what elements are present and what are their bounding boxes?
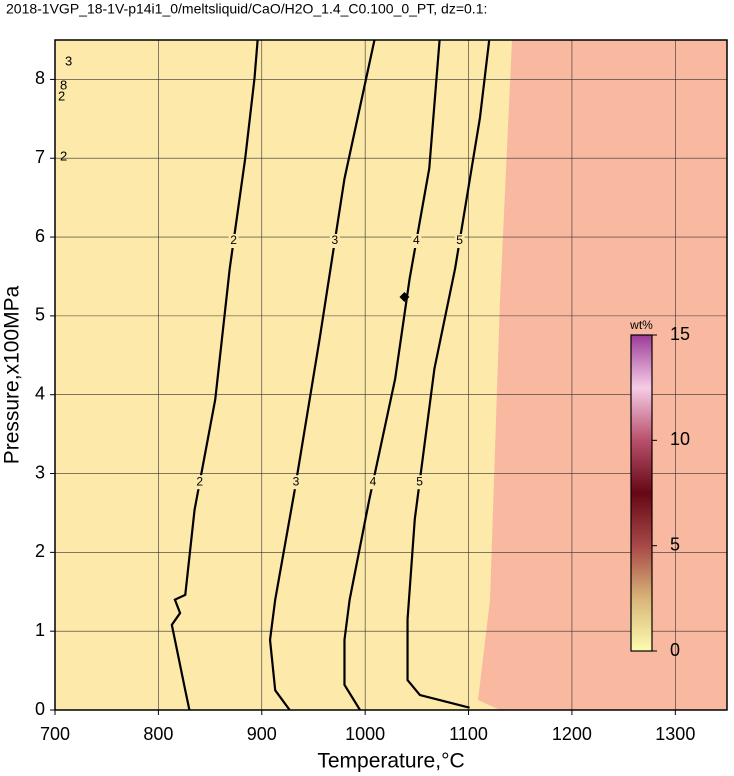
contour-line [343,40,441,710]
annotations: 3 8 2 2 [58,53,72,163]
x-tick-label: 700 [40,724,70,744]
colorbar-tick-label: 5 [670,534,680,554]
contour-line [406,40,491,709]
y-tick-label: 5 [35,305,45,325]
annotation: 2 [60,148,67,163]
contour-label: 5 [416,474,423,488]
y-tick-label: 7 [35,147,45,167]
plot-frame [54,39,728,711]
annotation: 2 [58,88,65,103]
contour-label-bg [228,234,239,248]
annotation: 8 [60,77,67,92]
point-marker [399,291,410,302]
x-tick-label: 1300 [655,724,695,744]
contour-line [268,40,376,710]
x-tick-label: 1200 [552,724,592,744]
x-tick-label: 800 [143,724,173,744]
contour-label: 2 [230,233,237,247]
y-tick-label: 2 [35,541,45,561]
contour-label-bg [414,475,425,490]
y-tick-label: 0 [35,699,45,719]
colorbar-tick-label: 0 [670,640,680,660]
x-tick-label: 1100 [449,724,488,744]
x-tick-label: 900 [247,724,277,744]
contour-label-bg [411,234,422,248]
colorbar [630,334,653,652]
contour-label: 5 [456,233,463,247]
y-tick-label: 6 [35,226,45,246]
colorbar-tick-label: 15 [670,324,690,344]
contour-line [170,40,259,710]
y-tick-label: 4 [35,383,45,403]
y-tick-label: 1 [35,620,45,640]
contour-label-bg [194,475,205,490]
y-axis-label: Pressure,x100MPa [1,285,24,464]
colorbar-tick-label: 10 [670,429,690,449]
x-axis-label: Temperature,°C [317,750,464,773]
contour-label: 3 [293,474,300,488]
chart-title: 2018-1VGP_18-1V-p14i1_0/meltsliquid/CaO/… [6,1,487,17]
y-tick-label: 8 [35,68,45,88]
contour-label-bg [329,234,340,248]
y-tick-label: 3 [35,462,45,482]
annotation: 3 [65,53,72,68]
x-tick-label: 1000 [345,724,385,744]
contour-label-bg [291,475,302,490]
contour-label: 4 [413,233,420,247]
contour-label: 4 [370,474,377,488]
low-region [55,40,512,710]
contour-label: 2 [196,474,203,488]
contour-label-bg [368,475,379,490]
contour-label: 3 [331,233,338,247]
colorbar-label: wt% [629,318,653,332]
contour-label-bg [454,234,465,248]
